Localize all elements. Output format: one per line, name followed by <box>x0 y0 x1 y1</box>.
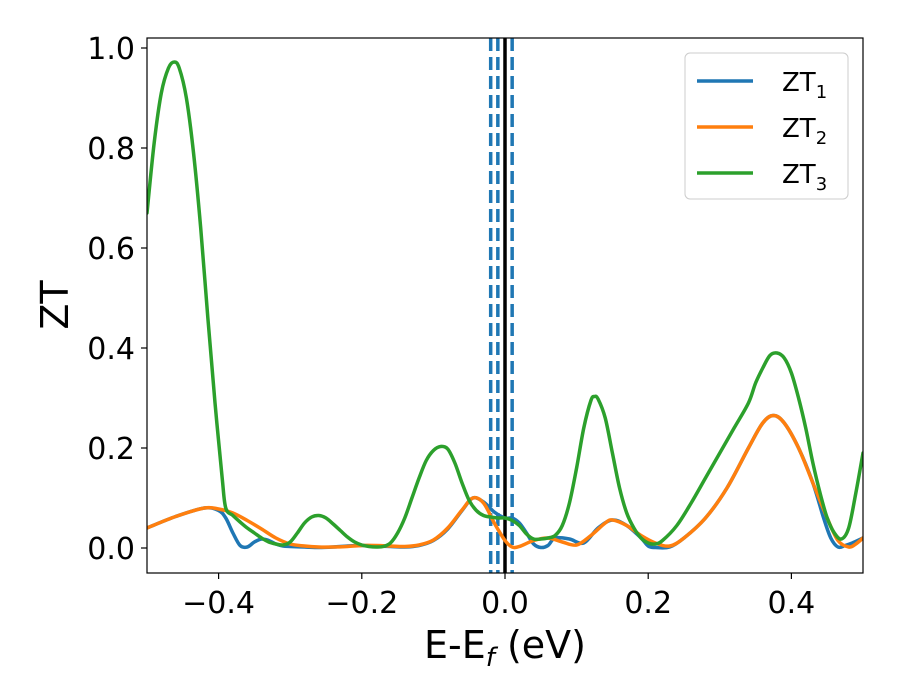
legend-frame <box>684 52 849 200</box>
x-tick-label: 0.2 <box>624 586 672 621</box>
legend-label-zt3: ZT3 <box>782 160 827 195</box>
legend-label-zt1: ZT1 <box>782 68 827 103</box>
y-tick-label: 1.0 <box>87 32 135 67</box>
legend-label-zt2: ZT2 <box>782 114 827 149</box>
series-line-zt2 <box>147 413 863 550</box>
y-tick-label: 0.6 <box>87 232 135 267</box>
x-tick-label: 0.0 <box>481 586 529 621</box>
y-axis-label: ZT <box>33 280 77 330</box>
x-tick-label: 0.4 <box>768 586 816 621</box>
series-line-zt3 <box>147 60 863 549</box>
y-tick-label: 0.2 <box>87 432 135 467</box>
y-axis-ticks: 0.0 0.2 0.4 0.6 0.8 1.0 <box>87 32 147 567</box>
series-layer <box>147 60 863 550</box>
y-tick-label: 0.4 <box>87 332 135 367</box>
vertical-lines <box>488 38 514 573</box>
x-tick-label: −0.2 <box>325 586 398 621</box>
y-tick-label: 0.8 <box>87 132 135 167</box>
x-axis-ticks: −0.4 −0.2 0.0 0.2 0.4 <box>182 573 815 621</box>
x-tick-label: −0.4 <box>182 586 255 621</box>
legend: ZT1 ZT2 ZT3 <box>684 52 849 200</box>
x-axis-label: E-Ef (eV) <box>424 623 586 673</box>
y-tick-label: 0.0 <box>87 532 135 567</box>
